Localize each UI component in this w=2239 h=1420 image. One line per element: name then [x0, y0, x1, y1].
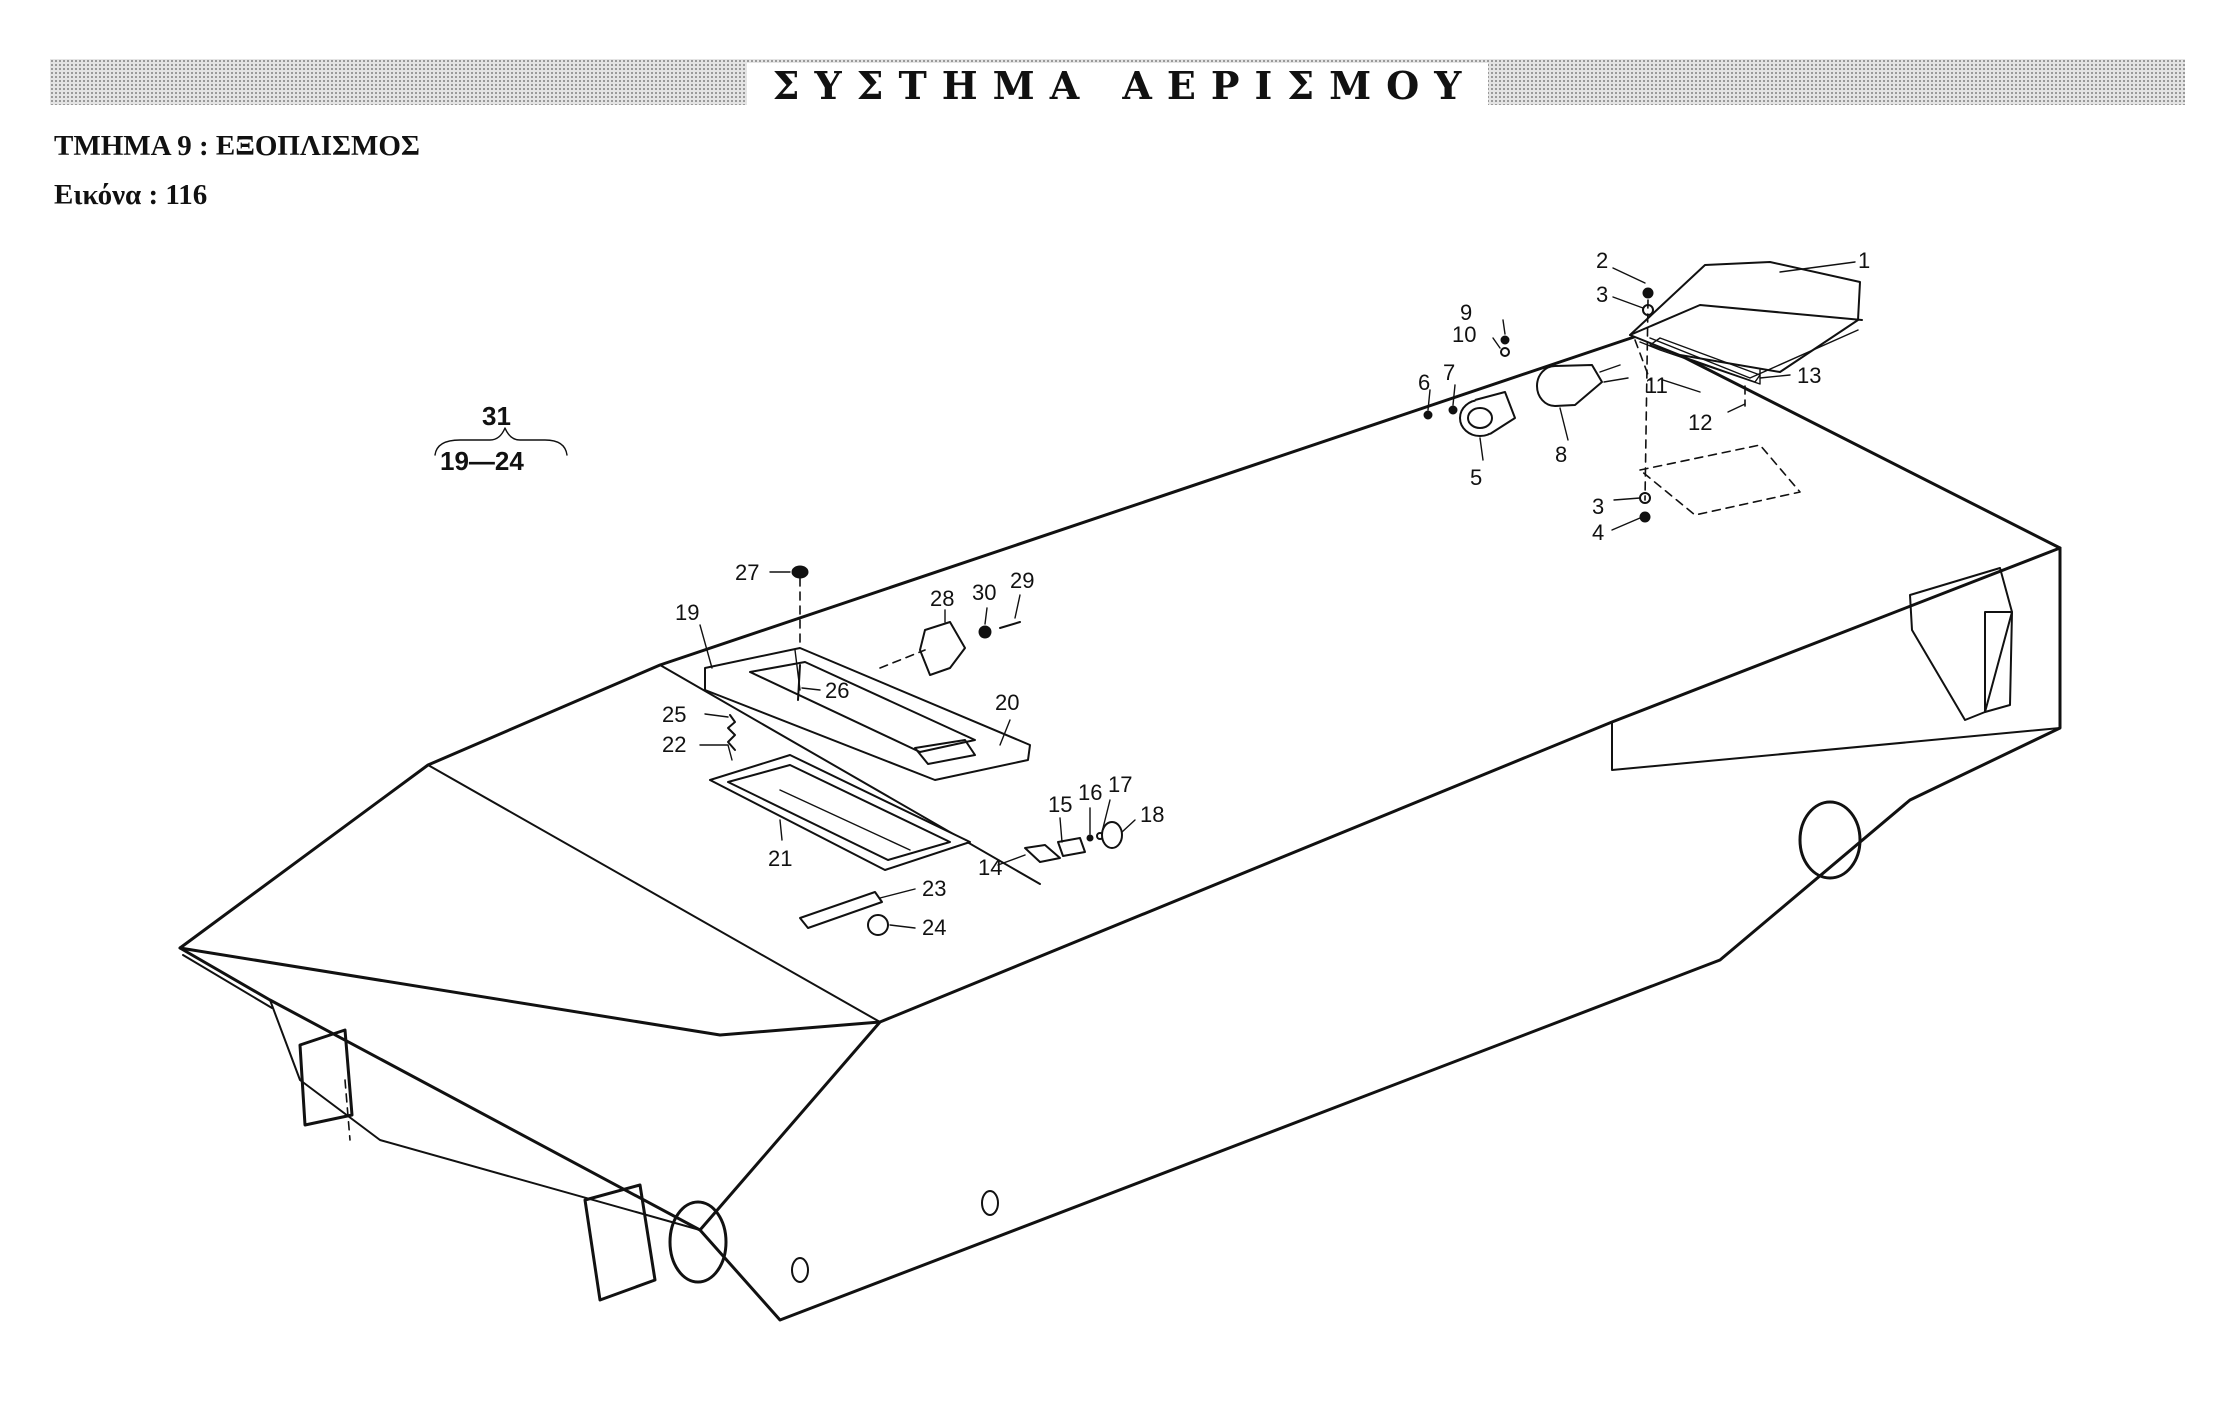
page-title: ΣΥΣΤΗΜΑ ΑΕΡΙΣΜΟΥ: [50, 63, 2185, 108]
part-14-plate: [1024, 844, 1061, 863]
deck-seam-rear: [659, 664, 1041, 885]
figure-label: Εικόνα : 116: [54, 179, 208, 211]
callout-28: 28: [930, 586, 954, 611]
callout-1: 1: [1858, 248, 1870, 273]
front-left-wheel: [298, 1028, 354, 1127]
hull-side-edge: [879, 721, 2061, 1023]
part-10-washer: [1500, 347, 1510, 357]
hull-nose-plate: [182, 954, 273, 1009]
callout-3-lower: 3: [1592, 494, 1604, 519]
callout-27: 27: [735, 560, 759, 585]
part-27-cap: [791, 565, 809, 579]
hull-side: [698, 546, 2062, 1322]
callout-13: 13: [1797, 363, 1821, 388]
part-9-screw: [1500, 335, 1510, 345]
callout-24: 24: [922, 915, 946, 940]
callout-30: 30: [972, 580, 996, 605]
callout-3: 3: [1596, 282, 1608, 307]
group-brace: [434, 427, 568, 456]
side-hole: [981, 1190, 999, 1216]
fastener-axis: [1644, 299, 1649, 501]
part-2-fastener: [1642, 287, 1654, 299]
callout-18: 18: [1140, 802, 1164, 827]
rear-grille-inner: [1984, 611, 2013, 713]
rear-grille: [1909, 567, 2013, 721]
callout-10: 10: [1452, 322, 1476, 347]
callout-5: 5: [1470, 465, 1482, 490]
callout-22: 22: [662, 732, 686, 757]
part-4-nut: [1639, 511, 1651, 523]
part-1-vent-housing: [1629, 261, 1863, 385]
callout-numbers: 1 2 3 9 10 6 7 11 13 12 5 8 3 4 27 28 30…: [662, 248, 1870, 940]
part-20-hatch-frame: [704, 647, 1031, 781]
part-21-hatch-lid: [709, 754, 971, 871]
callout-16: 16: [1078, 780, 1102, 805]
part-15-latch: [1057, 837, 1086, 857]
title-bar: ΣΥΣΤΗΜΑ ΑΕΡΙΣΜΟΥ: [50, 59, 2185, 108]
part-13-gasket: [1649, 337, 1761, 383]
callout-20: 20: [995, 690, 1019, 715]
callout-17: 17: [1108, 772, 1132, 797]
callout-12: 12: [1688, 410, 1712, 435]
hull-belly: [269, 999, 701, 1231]
callout-19: 19: [675, 600, 699, 625]
part-24-ring: [867, 914, 889, 936]
part-16-screw: [1086, 834, 1094, 842]
part-8-fan-unit: [1536, 364, 1629, 407]
callout-25: 25: [662, 702, 686, 727]
callout-2: 2: [1596, 248, 1608, 273]
callout-14: 14: [978, 855, 1002, 880]
wheel-dash: [344, 1079, 351, 1141]
callout-26: 26: [825, 678, 849, 703]
part-7-screw: [1448, 405, 1458, 415]
section-label: ΤΜΗΜΑ 9 : ΕΞΟΠΛΙΣΜΟΣ: [54, 130, 420, 162]
part-28-bracket: [919, 621, 966, 676]
part-5-pipe-flange: [1459, 391, 1516, 437]
part-6-screw: [1423, 410, 1433, 420]
callout-23: 23: [922, 876, 946, 901]
part-23-handle: [799, 891, 883, 929]
part-29-bolt: [999, 621, 1021, 629]
part-11-mount: [1634, 339, 1651, 381]
deck-access-panel: [1639, 444, 1801, 516]
hull-nose: [178, 946, 882, 1232]
deck-seam: [427, 764, 881, 1023]
leader-lines: [699, 261, 1856, 929]
callout-4: 4: [1592, 520, 1604, 545]
group-range: 19—24: [440, 446, 524, 476]
callout-8: 8: [1555, 442, 1567, 467]
front-wheel: [668, 1200, 728, 1284]
callout-15: 15: [1048, 792, 1072, 817]
vehicle-hull: [178, 333, 2062, 1322]
part-25-spring: [727, 714, 736, 751]
callout-29: 29: [1010, 568, 1034, 593]
callout-6: 6: [1418, 370, 1430, 395]
group-label: 31: [482, 401, 511, 431]
part-26-pin: [797, 664, 801, 701]
rear-wheel: [1798, 800, 1862, 880]
part-18-knob: [1101, 821, 1123, 849]
callout-21: 21: [768, 846, 792, 871]
callout-7: 7: [1443, 360, 1455, 385]
callout-9: 9: [1460, 300, 1472, 325]
part-30-washer: [978, 625, 992, 639]
front-sprocket: [583, 1183, 657, 1302]
callout-11: 11: [1645, 373, 1668, 398]
assembly-group: 31 19—24: [434, 401, 568, 476]
side-hole: [791, 1257, 809, 1283]
